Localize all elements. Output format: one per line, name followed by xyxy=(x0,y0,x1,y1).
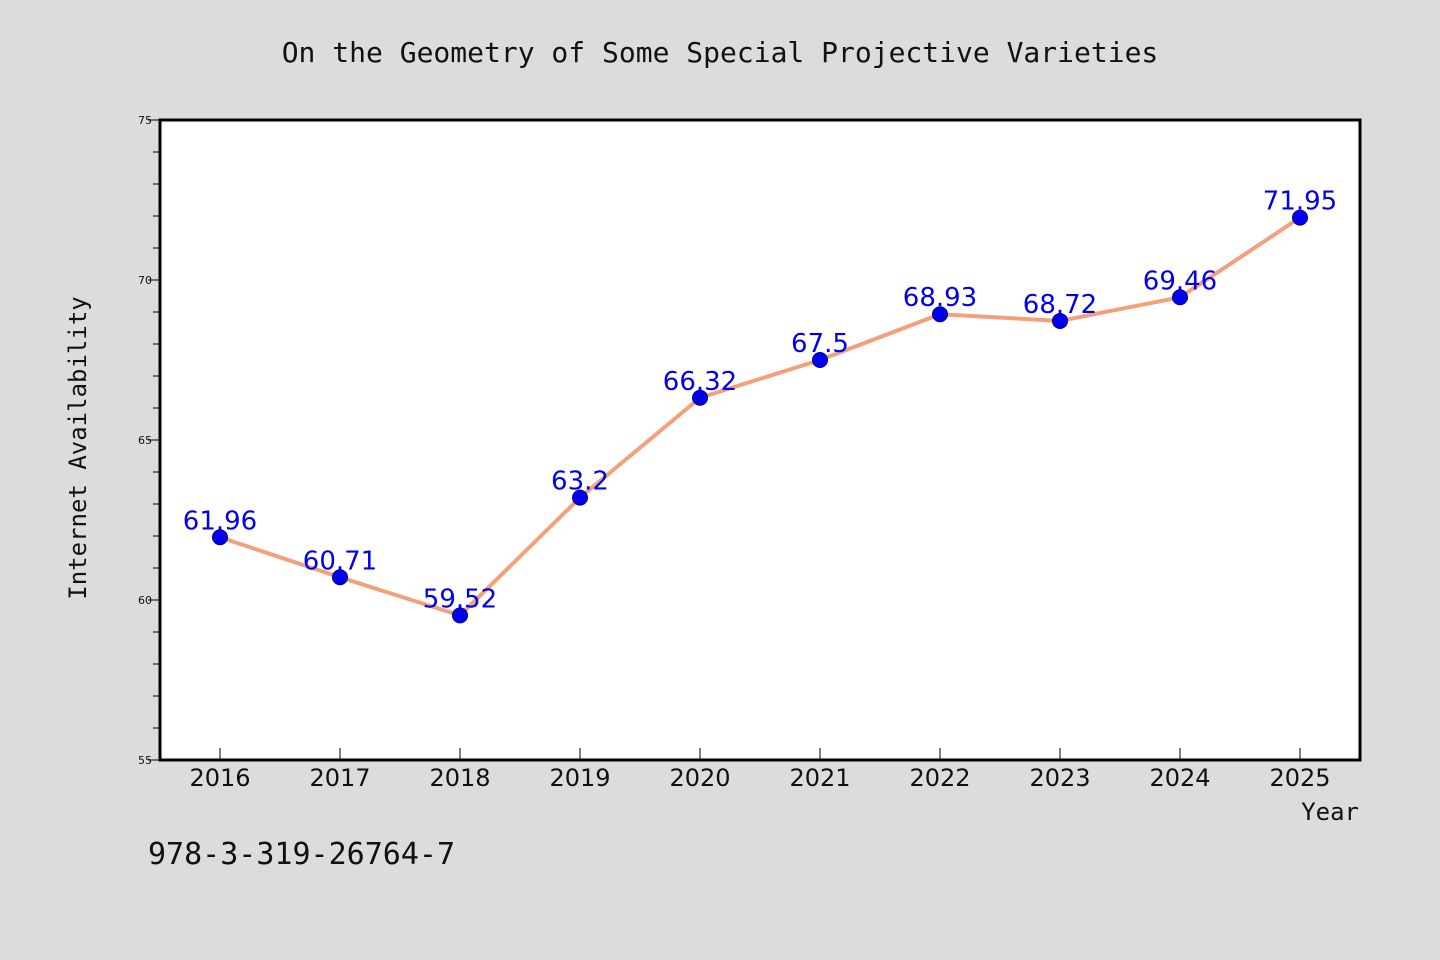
y-tick-label: 70 xyxy=(138,274,152,287)
y-tick-label: 65 xyxy=(138,434,152,447)
series-line-group: 61.96 60.71 59.52 63.2 66.32 67.5 68.93 68.72 69… xyxy=(183,187,1337,624)
data-point xyxy=(692,389,708,406)
data-label: 63.2 xyxy=(551,467,609,497)
data-point xyxy=(212,529,228,546)
y-tick-label: 75 xyxy=(138,114,152,127)
chart-title: On the Geometry of Some Special Projecti… xyxy=(282,36,1159,69)
x-tick-label: 2022 xyxy=(909,764,970,792)
x-tick-label: 2018 xyxy=(429,764,490,792)
data-point xyxy=(452,607,468,624)
data-label: 66.32 xyxy=(663,367,737,397)
x-tick-label: 2025 xyxy=(1269,764,1330,792)
footer-isbn: 978-3-319-26764-7 xyxy=(148,837,455,872)
data-label: 68.72 xyxy=(1023,290,1097,320)
x-tick-label: 2019 xyxy=(549,764,610,792)
x-axis: 2016 2017 2018 2019 2020 2021 2022 2023 2024 2025 xyxy=(189,748,1331,792)
x-axis-label: Year xyxy=(1301,798,1359,826)
data-point xyxy=(1172,289,1188,306)
data-point xyxy=(932,306,948,323)
y-axis: 55 60 65 70 75 xyxy=(138,114,160,767)
x-tick-label: 2016 xyxy=(189,764,250,792)
data-label: 69.46 xyxy=(1143,266,1217,296)
x-tick-label: 2017 xyxy=(309,764,370,792)
x-tick-label: 2024 xyxy=(1149,764,1210,792)
y-tick-label: 60 xyxy=(138,594,152,607)
data-point xyxy=(332,569,348,586)
plot-area xyxy=(158,118,1362,762)
y-axis-label: Internet Availability xyxy=(64,296,92,599)
data-label: 60.71 xyxy=(303,546,377,576)
x-tick-label: 2020 xyxy=(669,764,730,792)
data-label: 68.93 xyxy=(903,283,977,313)
data-point xyxy=(572,489,588,506)
data-label: 61.96 xyxy=(183,506,257,536)
data-point xyxy=(812,352,828,368)
x-tick-label: 2023 xyxy=(1029,764,1090,792)
data-point xyxy=(1052,312,1068,329)
data-label: 71.95 xyxy=(1263,187,1337,217)
data-point xyxy=(1292,209,1308,226)
y-tick-label: 55 xyxy=(138,754,152,767)
series-line xyxy=(218,215,1302,618)
data-label: 59.52 xyxy=(423,584,497,614)
data-label: 67.5 xyxy=(791,329,849,359)
x-tick-label: 2021 xyxy=(789,764,850,792)
